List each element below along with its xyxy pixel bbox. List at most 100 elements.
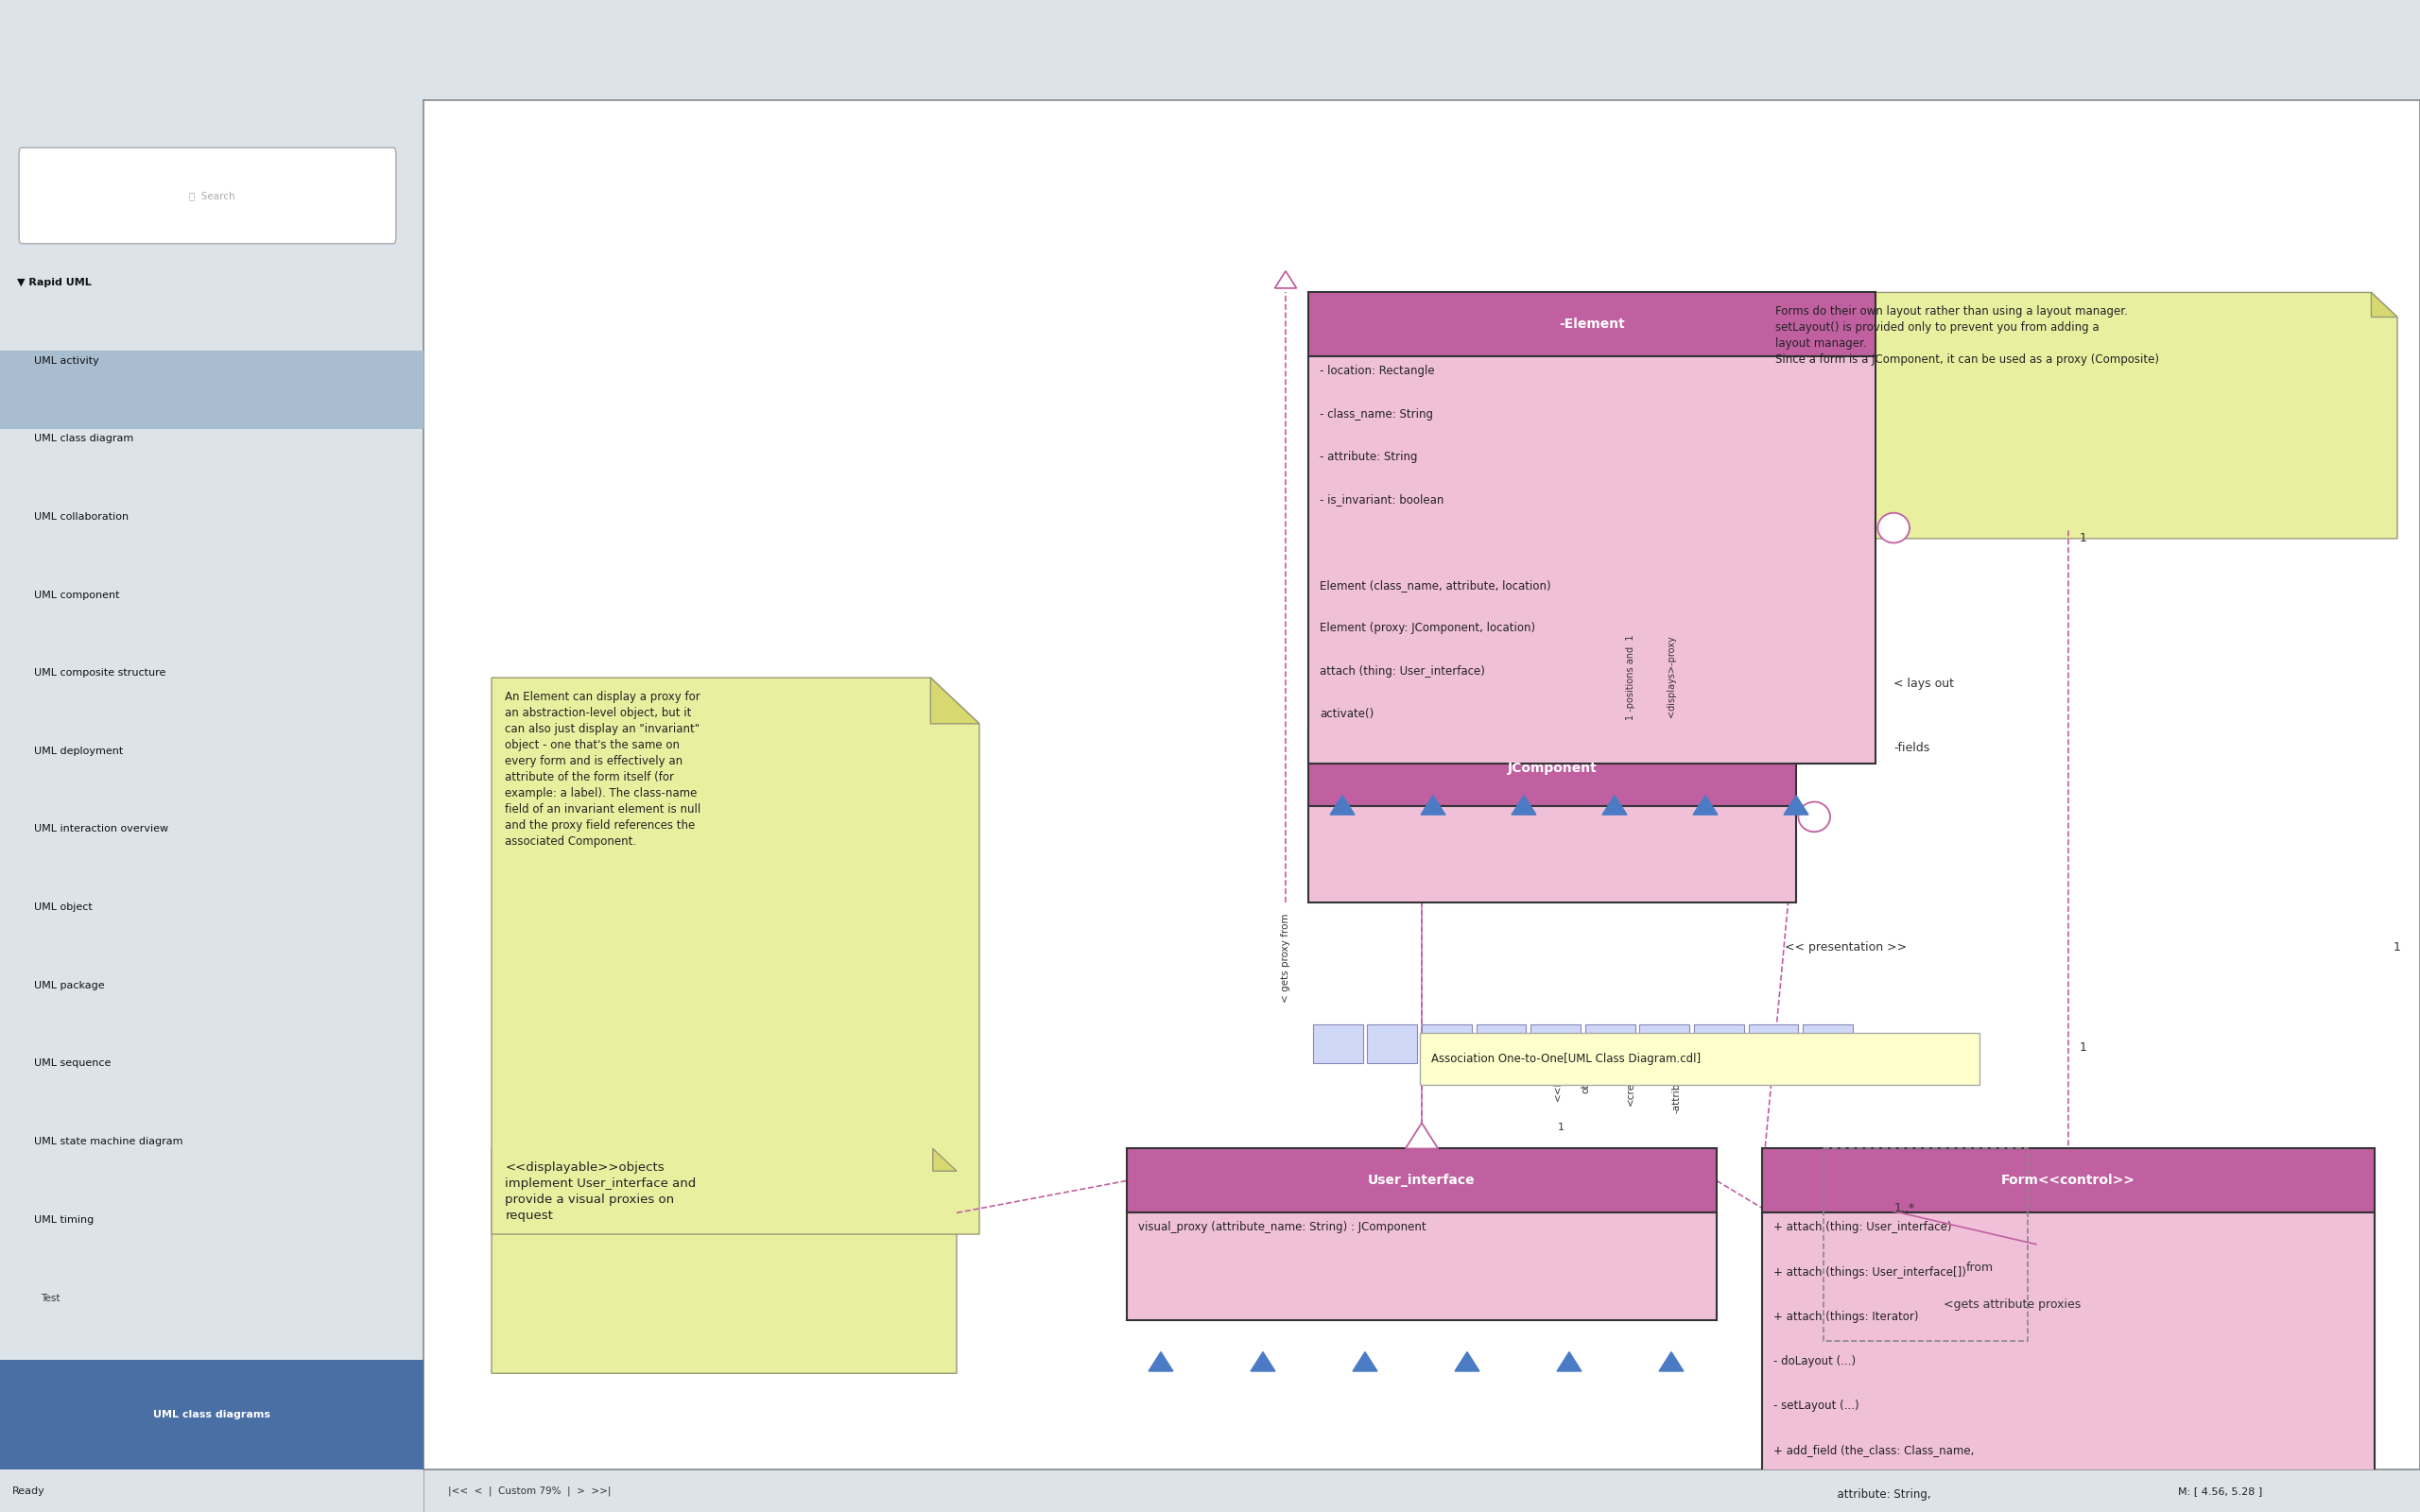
Polygon shape xyxy=(491,677,980,1234)
Text: <gets attribute proxies: <gets attribute proxies xyxy=(1943,1299,2081,1311)
Text: 🔍  Search: 🔍 Search xyxy=(189,191,235,201)
Text: attribute: String,: attribute: String, xyxy=(1774,1488,1931,1501)
Text: UML activity: UML activity xyxy=(34,355,99,366)
Polygon shape xyxy=(1602,795,1626,815)
Text: + attach (things: Iterator): + attach (things: Iterator) xyxy=(1774,1311,1919,1323)
Text: UML class diagrams: UML class diagrams xyxy=(152,1411,271,1420)
Polygon shape xyxy=(1275,271,1297,289)
Text: 1..*: 1..* xyxy=(1895,1202,1914,1214)
Bar xyxy=(1762,1149,2374,1213)
Text: < lays out: < lays out xyxy=(1895,677,1955,689)
Text: -attribute_ui: -attribute_ui xyxy=(1672,1052,1682,1113)
Polygon shape xyxy=(1251,1352,1275,1371)
Text: <<displayable>>objects
implement User_interface and
provide a visual proxies on
: <<displayable>>objects implement User_in… xyxy=(506,1161,697,1222)
Text: << presentation >>: << presentation >> xyxy=(1786,940,1907,953)
FancyBboxPatch shape xyxy=(19,148,397,243)
Text: from: from xyxy=(1965,1263,1994,1275)
Bar xyxy=(1309,292,1876,357)
Text: 1 -positions and  1: 1 -positions and 1 xyxy=(1626,635,1636,720)
Text: M: [ 4.56, 5.28 ]: M: [ 4.56, 5.28 ] xyxy=(2178,1486,2263,1495)
Bar xyxy=(1641,1025,1689,1063)
Bar xyxy=(1585,1025,1636,1063)
Text: - is_invariant: boolean: - is_invariant: boolean xyxy=(1319,493,1445,507)
FancyBboxPatch shape xyxy=(1421,1033,1980,1084)
Text: -fields: -fields xyxy=(1895,742,1929,754)
Text: 1..*: 1..* xyxy=(1830,1042,1851,1054)
Circle shape xyxy=(1878,513,1909,543)
Bar xyxy=(1128,1149,1716,1213)
Text: An Element can display a proxy for
an abstraction-level object, but it
can also : An Element can display a proxy for an ab… xyxy=(506,691,702,847)
Polygon shape xyxy=(2372,292,2398,318)
Text: UML composite structure: UML composite structure xyxy=(34,668,165,677)
Text: User_interface: User_interface xyxy=(1367,1175,1476,1187)
Bar xyxy=(1309,806,1796,903)
Text: 1: 1 xyxy=(1558,1123,1563,1132)
Text: <creates>: <creates> xyxy=(1626,1052,1636,1105)
Bar xyxy=(1309,357,1876,764)
Text: 1: 1 xyxy=(2393,940,2401,953)
Polygon shape xyxy=(1512,795,1537,815)
Text: + attach (thing: User_interface): + attach (thing: User_interface) xyxy=(1774,1222,1951,1234)
Text: Association One-to-One[UML Class Diagram.cdl]: Association One-to-One[UML Class Diagram… xyxy=(1430,1052,1701,1064)
Text: 1: 1 xyxy=(2079,1042,2086,1054)
Text: thing: thing xyxy=(1462,1031,1471,1058)
Polygon shape xyxy=(932,677,980,724)
Bar xyxy=(1803,1025,1854,1063)
Text: UML interaction overview: UML interaction overview xyxy=(34,824,169,835)
Bar xyxy=(0,1361,424,1470)
Polygon shape xyxy=(1408,1128,1435,1149)
Text: <<business: <<business xyxy=(1554,1042,1563,1101)
Polygon shape xyxy=(1454,1352,1479,1371)
Text: ▼ Rapid UML: ▼ Rapid UML xyxy=(17,278,92,287)
Text: Forms do their own layout rather than using a layout manager.
setLayout() is pro: Forms do their own layout rather than us… xyxy=(1776,305,2159,366)
Bar xyxy=(1312,1025,1362,1063)
Text: < gets proxy from: < gets proxy from xyxy=(1280,913,1290,1002)
Text: Element (class_name, attribute, location): Element (class_name, attribute, location… xyxy=(1319,579,1551,591)
Text: activate(): activate() xyxy=(1319,708,1375,720)
Text: JComponent: JComponent xyxy=(1508,762,1597,776)
Polygon shape xyxy=(1762,292,2398,538)
Bar xyxy=(1367,1025,1418,1063)
Text: visual_proxy (attribute_name: String) : JComponent: visual_proxy (attribute_name: String) : … xyxy=(1137,1222,1425,1234)
Text: UML state machine diagram: UML state machine diagram xyxy=(34,1137,184,1146)
Text: - doLayout (...): - doLayout (...) xyxy=(1774,1355,1856,1367)
Text: - attribute: String: - attribute: String xyxy=(1319,451,1418,463)
Bar xyxy=(1747,1025,1798,1063)
Polygon shape xyxy=(1353,1352,1377,1371)
Text: <displays>-proxy: <displays>-proxy xyxy=(1667,635,1677,717)
Circle shape xyxy=(1798,801,1830,832)
Text: UML component: UML component xyxy=(34,590,119,600)
Text: UML class diagram: UML class diagram xyxy=(34,434,133,443)
Bar xyxy=(0,351,424,428)
Text: - setLayout (...): - setLayout (...) xyxy=(1774,1400,1859,1412)
Bar xyxy=(1762,1213,2374,1512)
Text: - location: Rectangle: - location: Rectangle xyxy=(1319,366,1435,378)
Polygon shape xyxy=(932,1149,956,1172)
Text: Element (proxy: JComponent, location): Element (proxy: JComponent, location) xyxy=(1319,621,1534,635)
Polygon shape xyxy=(1556,1352,1583,1371)
Polygon shape xyxy=(491,1149,956,1373)
Polygon shape xyxy=(1660,1352,1684,1371)
Polygon shape xyxy=(1784,795,1808,815)
Text: -Element: -Element xyxy=(1558,318,1624,331)
Text: attach (thing: User_interface): attach (thing: User_interface) xyxy=(1319,665,1486,677)
Polygon shape xyxy=(1150,1352,1174,1371)
Bar xyxy=(1532,1025,1580,1063)
Polygon shape xyxy=(1421,795,1445,815)
Text: + add_field (the_class: Class_name,: + add_field (the_class: Class_name, xyxy=(1774,1444,1975,1456)
Text: UML collaboration: UML collaboration xyxy=(34,513,128,522)
Text: Form<<control>>: Form<<control>> xyxy=(2001,1175,2134,1187)
Bar xyxy=(1694,1025,1745,1063)
Polygon shape xyxy=(1406,1123,1437,1149)
Bar xyxy=(1309,732,1796,806)
Text: UML object: UML object xyxy=(34,903,92,912)
Bar xyxy=(1423,1025,1471,1063)
Polygon shape xyxy=(1331,795,1355,815)
Bar xyxy=(1128,1213,1716,1320)
Bar xyxy=(1822,1149,2028,1341)
Text: + attach (things: User_interface[]): + attach (things: User_interface[]) xyxy=(1774,1266,1965,1278)
Text: 1: 1 xyxy=(2079,532,2086,544)
Text: Test: Test xyxy=(41,1294,60,1303)
Text: UML deployment: UML deployment xyxy=(34,747,123,756)
Text: objects>>: objects>> xyxy=(1580,1042,1590,1093)
